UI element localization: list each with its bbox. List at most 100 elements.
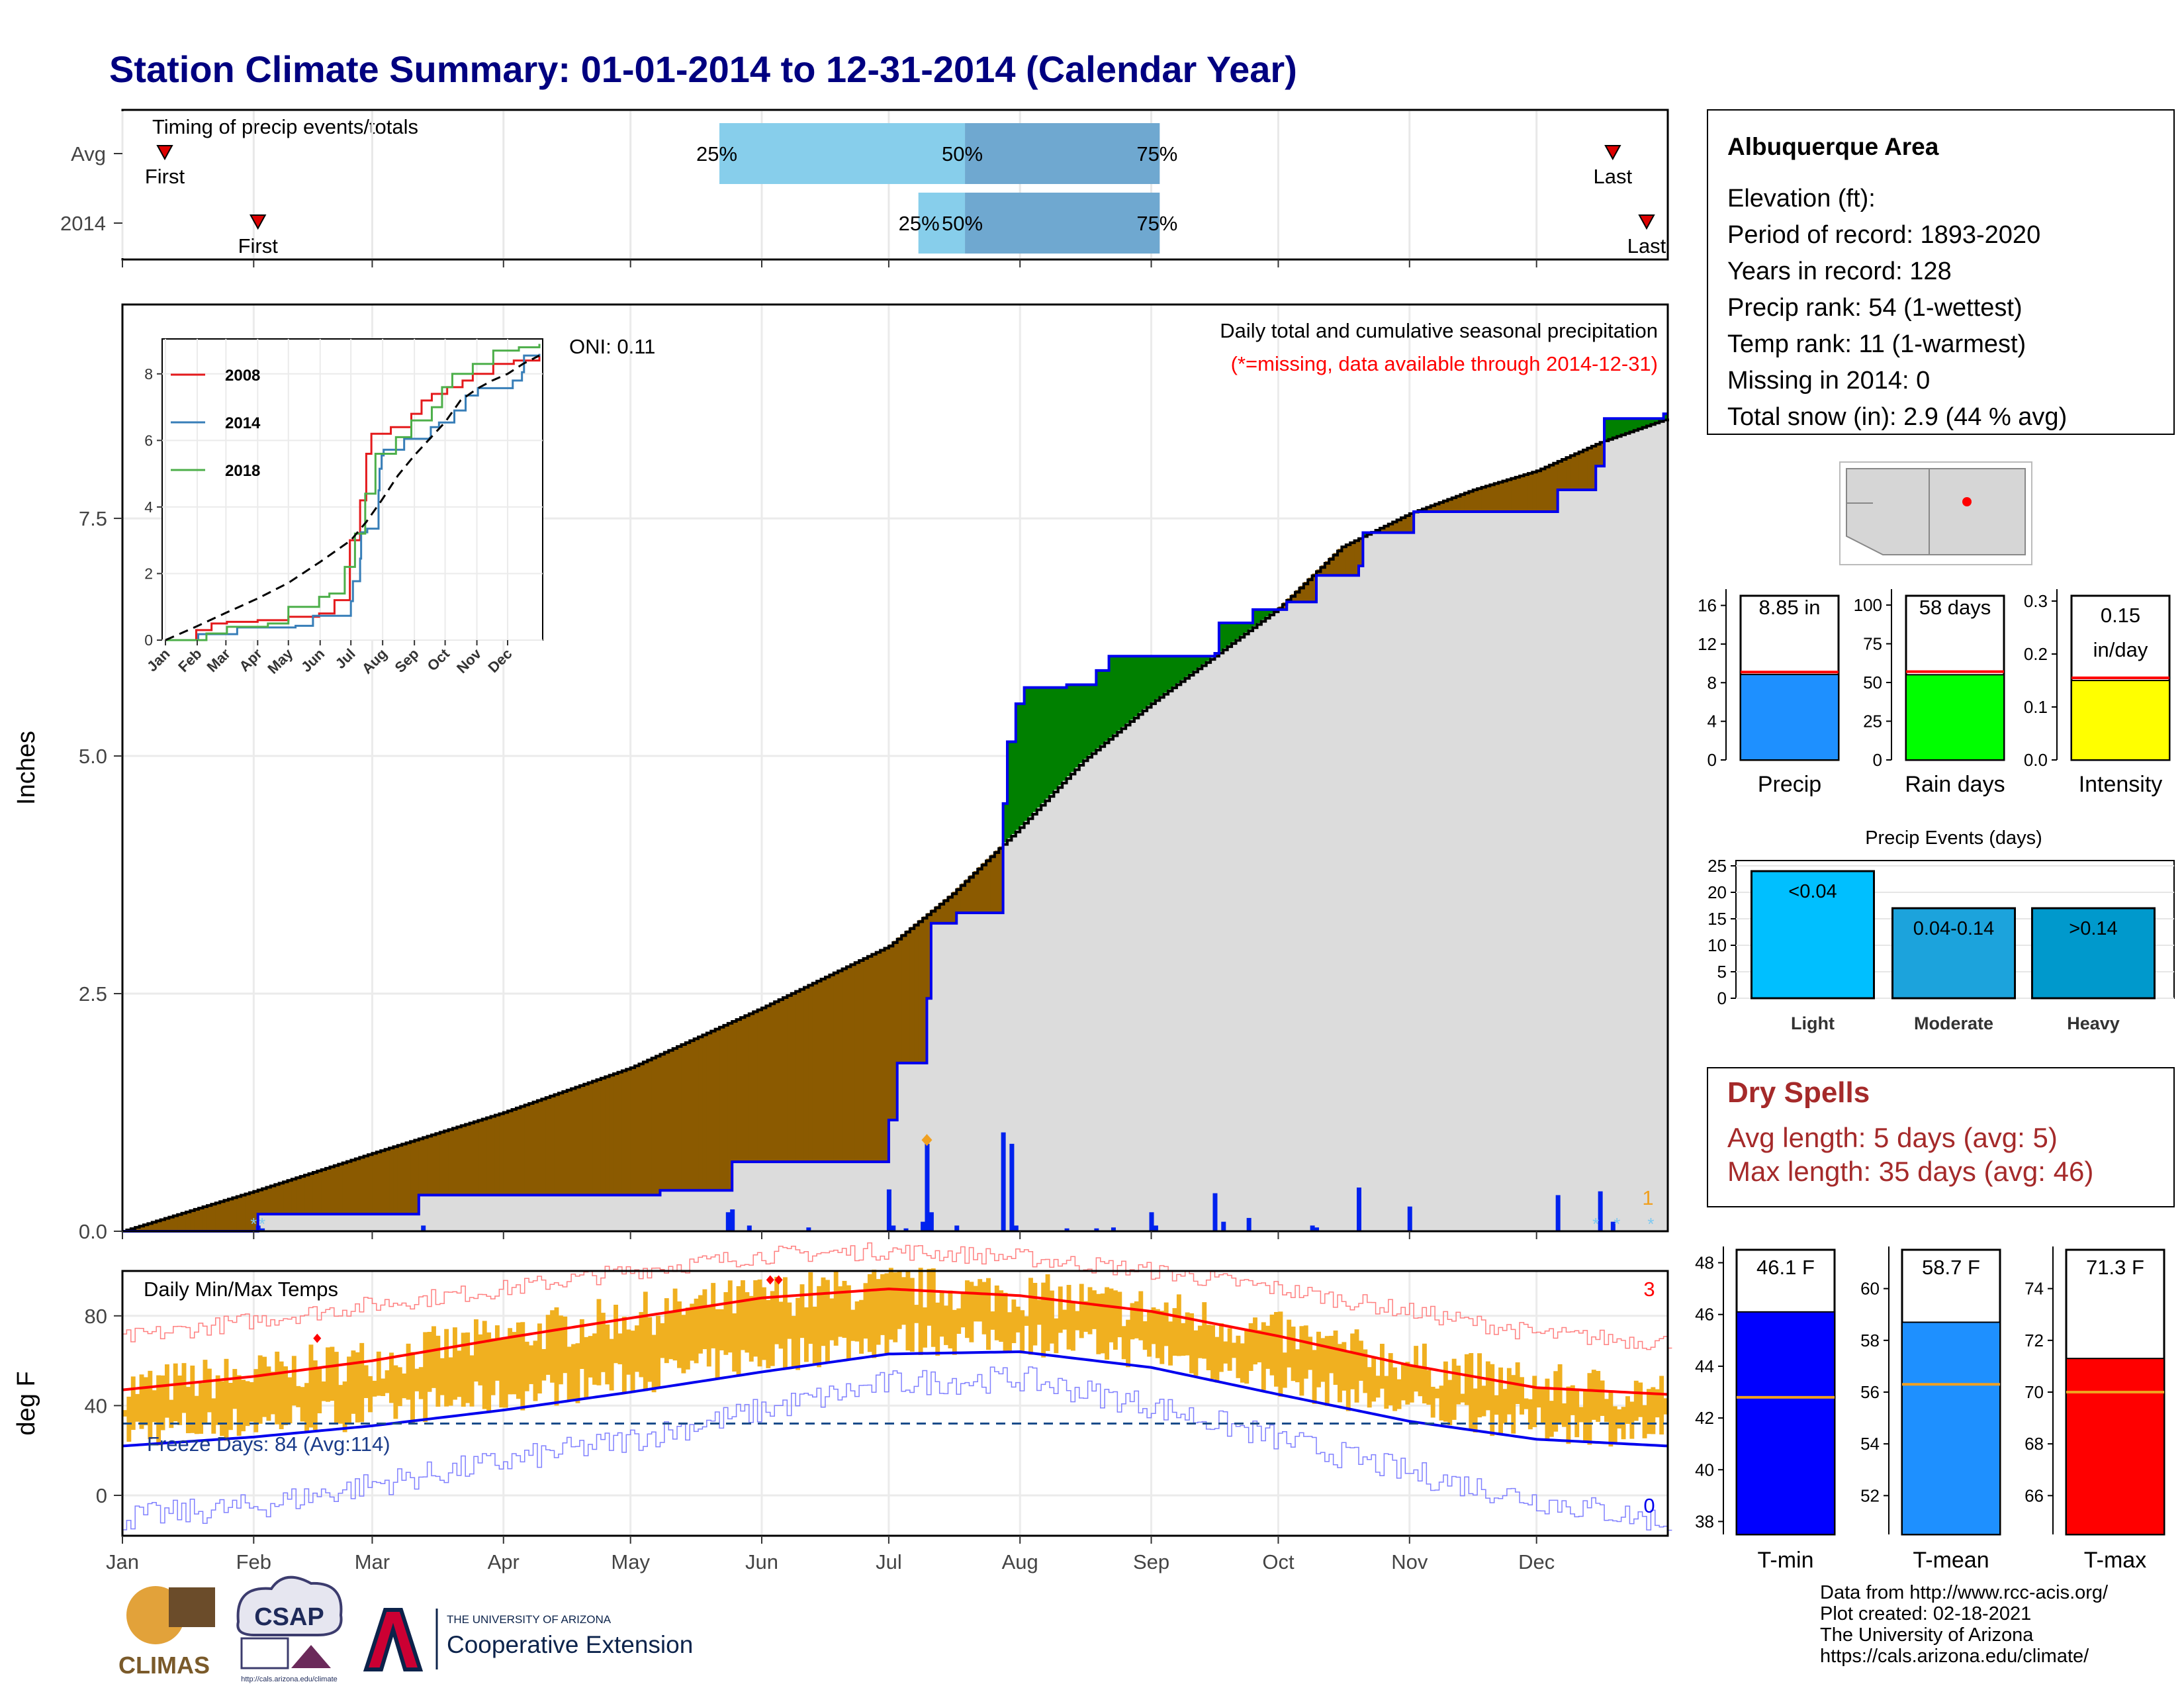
deficit-slice [1354, 539, 1359, 576]
deficit-slice [215, 1202, 220, 1231]
deficit-slice [999, 846, 1004, 913]
deficit-slice [643, 1060, 648, 1196]
daily-temp-bar [681, 1315, 686, 1374]
daily-temp-bar [1647, 1389, 1651, 1434]
temp-bar-label: T-mean [1913, 1548, 1989, 1573]
daily-temp-bar [334, 1352, 339, 1423]
daily-temp-bar [1570, 1385, 1575, 1415]
deficit-slice [571, 1088, 576, 1196]
temp-bar-y-tick-label: 44 [1695, 1356, 1714, 1376]
daily-temp-bar [1248, 1323, 1253, 1372]
precip-frame [121, 303, 1669, 1233]
daily-temp-bar [199, 1383, 204, 1434]
deficit-slice [393, 1146, 398, 1215]
surplus-slice [1032, 687, 1038, 812]
deficit-slice [1477, 488, 1482, 512]
daily-temp-bar [909, 1278, 915, 1352]
daily-temp-bar [782, 1277, 788, 1369]
surplus-slice [1193, 656, 1199, 671]
temp-bar-y-tick-label: 48 [1695, 1253, 1714, 1273]
daily-temp-bar [575, 1343, 580, 1403]
deficit-slice [872, 953, 877, 1162]
ua-a-emblem [363, 1608, 424, 1671]
timing-bar-25-50 [918, 193, 966, 254]
surplus-slice [1121, 656, 1126, 727]
daily-temp-bar [372, 1380, 377, 1397]
temp-bar-T-mean [1901, 1321, 2001, 1536]
summary-value-unit: in/day [2093, 638, 2148, 661]
surplus-slice [1117, 656, 1122, 731]
deficit-slice [287, 1180, 293, 1215]
station-info-line: Elevation (ft): [1727, 185, 1876, 212]
surplus-slice [1015, 704, 1021, 830]
daily-temp-bar [981, 1282, 987, 1335]
deficit-slice [308, 1173, 314, 1215]
inset-legend-label: 2008 [225, 367, 260, 385]
daily-temp-bar [1172, 1308, 1177, 1356]
surplus-slice [1007, 741, 1013, 839]
daily-temp-bar [338, 1385, 343, 1424]
daily-precip-bar [954, 1225, 960, 1231]
daily-temp-bar [579, 1319, 584, 1370]
daily-temp-bar [791, 1315, 796, 1367]
daily-temp-bar [1506, 1368, 1512, 1415]
station-location-dot [1962, 497, 1972, 506]
deficit-slice [1384, 525, 1389, 533]
daily-temp-bar [994, 1285, 999, 1340]
daily-temp-bar [1414, 1346, 1419, 1392]
surplus-slice [1612, 418, 1617, 438]
daily-temp-bar [236, 1375, 242, 1436]
daily-temp-bar [761, 1287, 766, 1360]
surplus-slice [1265, 609, 1271, 617]
deficit-slice [275, 1184, 280, 1215]
deficit-slice [1520, 475, 1525, 512]
deficit-slice [749, 1012, 754, 1162]
daily-temp-bar [1405, 1362, 1410, 1405]
surplus-slice [1100, 670, 1105, 745]
state-map [1839, 461, 2032, 565]
deficit-slice [423, 1137, 428, 1196]
deficit-slice [761, 1007, 766, 1162]
daily-temp-bar [1527, 1399, 1533, 1430]
deficit-slice [753, 1010, 758, 1162]
daily-temp-bar [1490, 1364, 1495, 1436]
month-tick-label: Mar [355, 1550, 390, 1573]
daily-temp-bar [169, 1399, 174, 1429]
events-bar-label: >0.14 [2069, 918, 2117, 939]
daily-temp-bar [393, 1365, 398, 1419]
precip-events-chart: Precip Events (days) 0 5 10 15 20 25 <0.04 Ligh… [1707, 827, 2175, 1033]
avg-min-line [122, 1350, 1668, 1448]
daily-temp-bar [1469, 1353, 1474, 1431]
daily-precip-bar [1013, 1225, 1019, 1231]
deficit-slice [630, 1066, 635, 1196]
station-info-box: Albuquerque Area Elevation (ft): Period o… [1707, 109, 2175, 435]
temp-ylabel: deg F [13, 1371, 40, 1435]
deficit-slice [1481, 487, 1486, 512]
timing-p25-label: 25% [899, 212, 940, 235]
daily-temp-bar [736, 1286, 741, 1376]
deficit-slice [190, 1209, 195, 1231]
daily-temp-bar [164, 1364, 169, 1418]
timing-last-label: Last [1627, 234, 1666, 258]
daily-temp-bar [1435, 1388, 1440, 1399]
map-new-mexico [1929, 468, 2026, 555]
deficit-slice [1405, 514, 1410, 533]
deficit-slice [931, 909, 936, 923]
deficit-slice [173, 1215, 178, 1231]
daily-temp-bar [833, 1270, 839, 1346]
deficit-slice [1291, 594, 1296, 602]
month-axis: Jan Feb Mar Apr May Jun Jul Aug Sep Oct Nov Dec [106, 1536, 1555, 1573]
surplus-slice [1130, 656, 1135, 720]
deficit-slice [579, 1084, 584, 1196]
deficit-slice [1494, 483, 1499, 512]
temp-y-tick-label: 40 [85, 1394, 107, 1417]
daily-temp-bar [1236, 1335, 1241, 1378]
summary-y-tick-label: 50 [1863, 673, 1882, 692]
daily-temp-bar [550, 1310, 555, 1383]
surplus-slice [1020, 704, 1025, 825]
daily-temp-bar [351, 1350, 356, 1414]
daily-temp-bar [1223, 1341, 1228, 1364]
surplus-slice [1003, 803, 1008, 843]
daily-temp-bar [918, 1268, 923, 1356]
daily-precip-bar [1314, 1227, 1320, 1231]
